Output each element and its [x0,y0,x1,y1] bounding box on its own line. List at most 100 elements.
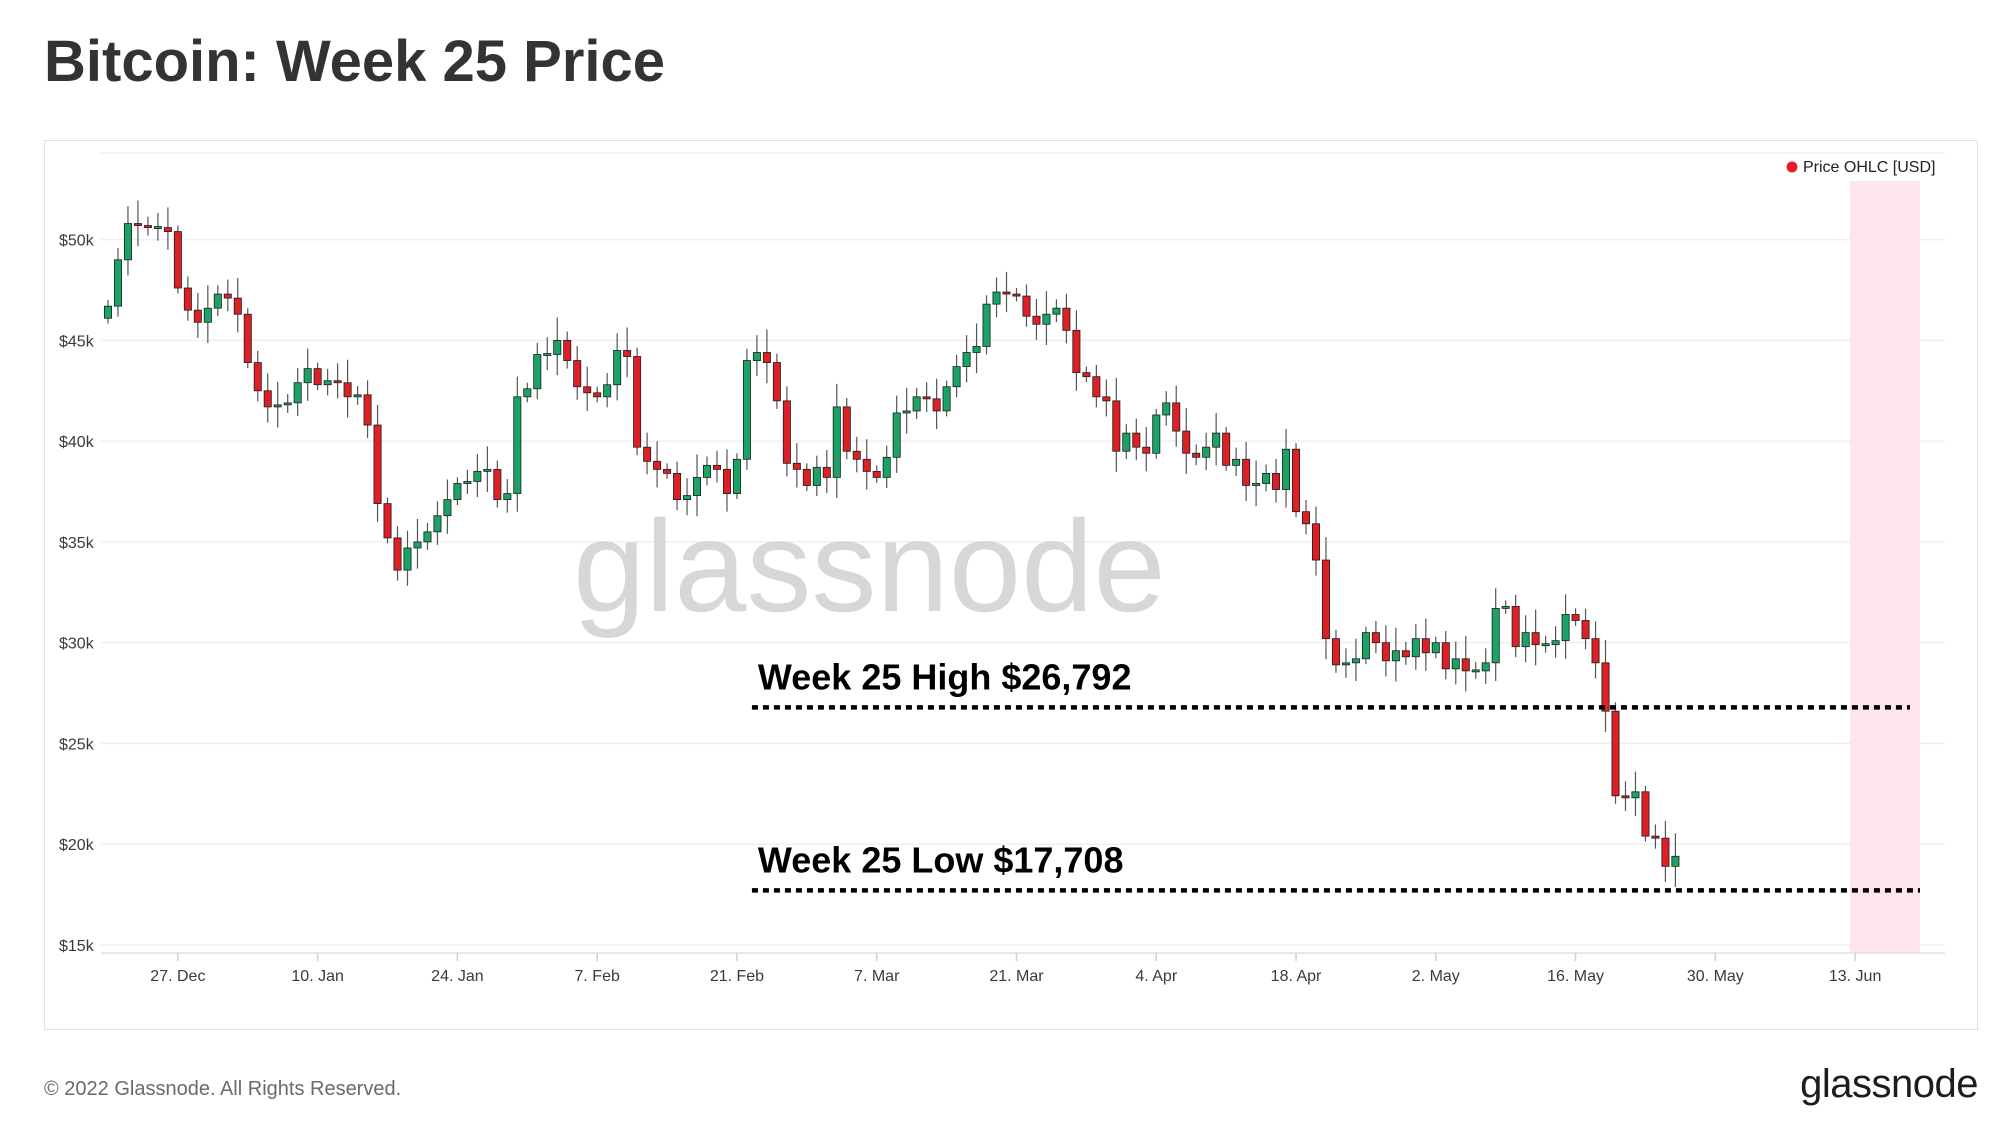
candle [1471,662,1480,679]
candle [613,333,622,401]
candle-body [683,495,692,500]
candle-body [383,503,392,539]
candle-body [962,352,971,368]
candle [1022,284,1031,327]
candle [533,342,542,400]
candle-body [1132,432,1141,448]
candle-body [543,353,552,356]
candle [503,479,512,513]
candle-body [782,400,791,464]
x-tick-label: 16. May [1547,968,1604,985]
candle-body [932,398,941,412]
candle-body [663,468,672,474]
candle [1441,630,1450,680]
candle [553,317,562,376]
candle [1042,291,1051,345]
candle [972,323,981,374]
candle-body [922,396,931,400]
candle [1511,594,1520,658]
candle-body [403,547,412,571]
candle-body [1521,632,1530,648]
candle [1551,626,1560,658]
candle-body [1142,446,1151,454]
candle-body [1242,458,1251,486]
candle-body [852,450,861,460]
candle [1401,641,1410,665]
candle [363,380,372,439]
candle-body [283,402,292,406]
page-title: Bitcoin: Week 25 Price [44,29,666,94]
candle [1052,299,1061,323]
candle [782,386,791,477]
candle [1581,608,1590,650]
candle-body [363,394,372,426]
candle [732,453,741,499]
y-tick-label: $30k [59,636,95,653]
candle-body [1212,432,1221,448]
candle [1222,427,1231,471]
candle [1072,310,1081,391]
candle-body [952,366,961,388]
candle [1162,391,1171,426]
candle [603,373,612,408]
candle-body [343,382,352,398]
candle [842,398,851,460]
candle-body [862,458,871,472]
candle-body [1641,791,1650,837]
candle [1002,271,1011,313]
candle-body [433,515,442,533]
candle [1601,639,1610,732]
candle-body [712,464,721,470]
x-axis: 27. Dec 10. Jan 24. Jan 7. Feb 21. Feb 7. Mar… [101,952,1945,985]
candle [1082,366,1091,383]
candle [952,354,961,398]
candle-body [1062,307,1071,331]
candle [1092,364,1101,408]
x-tick-label: 7. Mar [854,968,900,985]
candle [103,300,112,324]
candle-body [1671,855,1680,867]
candle [573,346,582,400]
candle [992,277,1001,318]
candle-body [1312,523,1320,561]
brand-logo: glassnode [1800,1062,1978,1106]
candle [303,348,312,401]
candle-body [1002,291,1011,295]
y-tick-label: $15k [59,938,95,955]
candle [1561,594,1570,659]
x-tick-label: 18. Apr [1271,968,1322,985]
candle [1112,377,1121,472]
candle [1661,820,1670,882]
candle [273,381,282,428]
candle-body [1591,638,1600,664]
week-25-highlight [1850,181,1920,953]
candle-body [1451,658,1460,670]
candle-body [1411,638,1420,658]
candle [143,216,152,236]
candle-body [263,390,272,408]
candlestick-series [103,200,1680,888]
candle-body [832,406,841,478]
candle-body [103,305,112,319]
candle [1411,624,1420,670]
legend[interactable]: Price OHLC [USD] [1786,159,1936,176]
candle [882,445,891,488]
candle-body [1611,710,1620,797]
candle-body [193,309,202,323]
candle-body [802,468,811,486]
x-tick-label: 27. Dec [150,968,205,985]
candle [1341,648,1350,678]
candle [722,449,731,512]
candle [872,465,881,483]
candle-body [1391,650,1400,662]
candle-body [1262,473,1271,484]
candle [353,385,362,405]
candle-body [732,458,741,494]
x-tick-label: 7. Feb [575,968,620,985]
candle-body [1661,837,1670,867]
candle [643,432,652,475]
candle [1391,627,1400,682]
candle [1292,443,1301,518]
candle-body [1471,669,1480,673]
candle [1262,464,1271,492]
